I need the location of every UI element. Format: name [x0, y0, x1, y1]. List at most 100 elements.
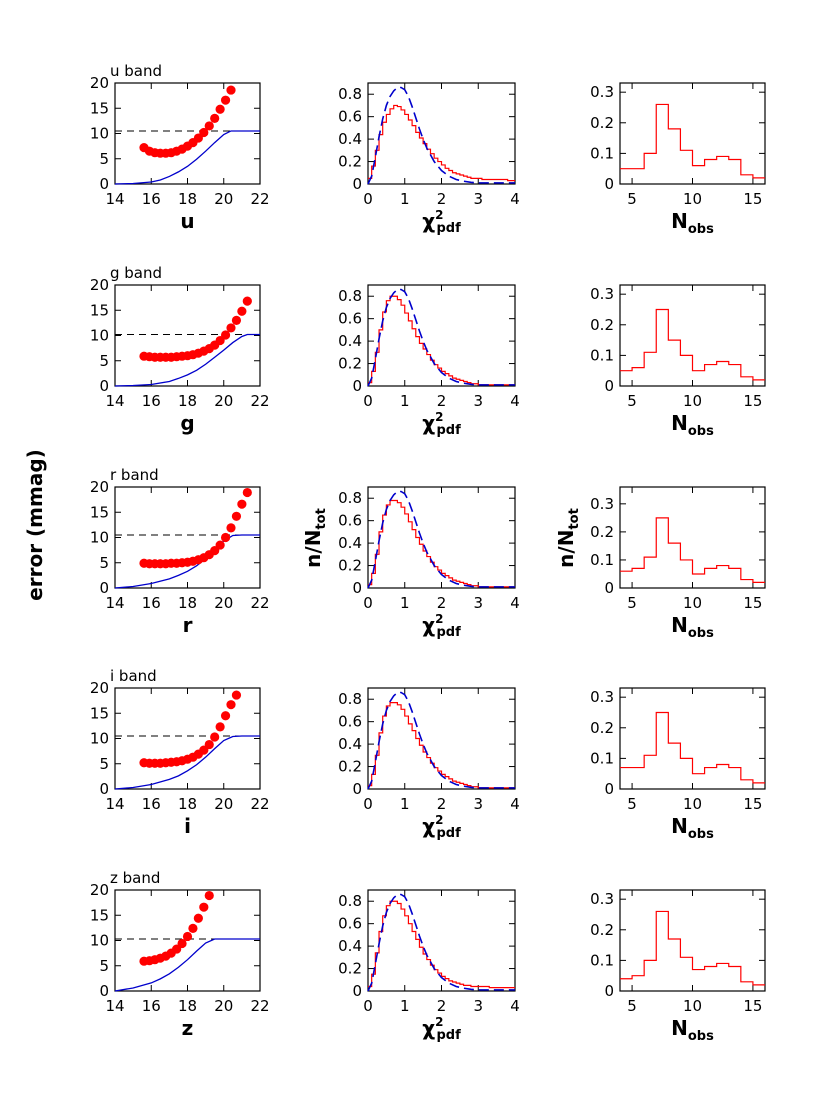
y-tick-label: 0.1 — [590, 346, 614, 364]
x-axis-label-main: u — [180, 209, 194, 233]
x-axis-label: g — [180, 411, 194, 435]
data-point — [210, 732, 220, 742]
model-dashed-curve — [367, 490, 515, 589]
panel-title: g band — [110, 264, 162, 282]
histogram-steps — [620, 517, 765, 583]
x-axis-label-sup: 2 — [435, 1015, 443, 1029]
y-tick-label: 0 — [604, 780, 614, 798]
data-point — [237, 499, 247, 509]
panel-error-g: 14 16 18 20 22 0 5 10 15 20 g g band — [90, 264, 270, 435]
histogram-steps — [368, 499, 515, 588]
y-tick-label: 0.1 — [590, 951, 614, 969]
x-tick-label: 22 — [250, 795, 269, 813]
x-tick-label: 18 — [178, 795, 197, 813]
y-tick-label: 0 — [604, 579, 614, 597]
y-tick-label: 20 — [90, 478, 109, 496]
y-tick-label: 0.8 — [338, 489, 362, 507]
x-axis-label-main: N — [671, 814, 688, 838]
y-tick-label: 15 — [90, 99, 109, 117]
x-tick-label: 4 — [510, 997, 520, 1015]
y-tick-label: 15 — [90, 301, 109, 319]
x-tick-label: 5 — [627, 190, 637, 208]
x-axis-label-sub: pdf — [436, 625, 461, 640]
x-tick-label: 3 — [473, 190, 483, 208]
y-tick-label: 0 — [99, 780, 109, 798]
y-tick-label: 0.4 — [338, 937, 362, 955]
model-dashed-curve — [367, 288, 515, 387]
y-tick-label: 0 — [99, 982, 109, 1000]
x-tick-label: 3 — [473, 795, 483, 813]
x-axis-label-main: N — [671, 209, 688, 233]
panel-nobs-z: 5 10 15 0 0.1 0.2 0.3 Nobs — [590, 889, 766, 1044]
y-tick-label: 0.1 — [590, 749, 614, 767]
data-point — [226, 700, 236, 710]
y-tick-label: 0.2 — [590, 921, 614, 939]
data-point — [231, 690, 242, 700]
y-tick-label: 0.6 — [338, 108, 362, 126]
x-tick-label: 2 — [437, 997, 447, 1015]
x-tick-label: 3 — [473, 392, 483, 410]
x-tick-label: 14 — [105, 594, 124, 612]
histogram-steps — [620, 308, 765, 381]
data-point — [210, 113, 220, 123]
panel-title: z band — [110, 869, 160, 887]
y-tick-label: 0.8 — [338, 892, 362, 910]
data-point — [220, 95, 231, 105]
y-tick-label: 0 — [604, 982, 614, 1000]
panel-title: r band — [110, 466, 159, 484]
x-tick-label: 0 — [363, 795, 373, 813]
y-tick-label: 20 — [90, 881, 109, 899]
histogram-steps — [368, 295, 515, 386]
y-tick-label: 0.1 — [590, 144, 614, 162]
model-curve — [114, 735, 260, 790]
x-axis-label-main: N — [671, 613, 688, 637]
y-tick-label: 0 — [604, 175, 614, 193]
x-tick-label: 3 — [473, 594, 483, 612]
y-tick-label: 0.8 — [338, 85, 362, 103]
model-dashed-curve — [367, 893, 515, 992]
x-tick-label: 22 — [250, 190, 269, 208]
x-tick-label: 14 — [105, 795, 124, 813]
x-axis-label-main: z — [182, 1016, 194, 1040]
data-point — [242, 296, 252, 306]
x-axis-label-sub: obs — [688, 424, 714, 439]
y-tick-label: 0.8 — [338, 287, 362, 305]
x-tick-label: 10 — [683, 190, 702, 208]
y-tick-label: 0 — [604, 377, 614, 395]
x-axis-label-main: χ — [422, 814, 435, 838]
x-axis-label-sub: pdf — [436, 221, 461, 236]
x-tick-label: 4 — [510, 594, 520, 612]
data-point — [215, 104, 225, 114]
x-tick-label: 5 — [627, 594, 637, 612]
x-tick-label: 18 — [178, 392, 197, 410]
y-tick-label: 0.2 — [338, 153, 362, 171]
histogram-steps — [368, 900, 515, 989]
data-point — [182, 931, 193, 942]
x-axis-label: u — [180, 209, 194, 233]
x-tick-label: 16 — [142, 997, 161, 1015]
x-tick-label: 4 — [510, 392, 520, 410]
x-tick-label: 0 — [363, 392, 373, 410]
x-axis-label-sub: obs — [688, 1029, 714, 1044]
x-axis-label-sup: 2 — [435, 410, 443, 424]
x-tick-label: 3 — [473, 997, 483, 1015]
x-tick-label: 10 — [683, 795, 702, 813]
data-point — [204, 121, 214, 131]
axes-frame — [114, 687, 261, 790]
axes-frame — [114, 284, 261, 387]
y-tick-label: 0.2 — [590, 316, 614, 334]
y-tick-label: 20 — [90, 276, 109, 294]
y-tick-label: 0.2 — [338, 355, 362, 373]
ylabel-right: n/Ntot — [554, 508, 582, 568]
data-point — [188, 923, 198, 933]
x-tick-label: 15 — [743, 190, 762, 208]
x-axis-label-main: χ — [422, 613, 435, 637]
panel-chi-g: 0 1 2 3 400.20.40.60.8χ2 pdf — [338, 284, 520, 438]
x-axis-label: χ2 pdf — [422, 813, 461, 841]
x-tick-label: 15 — [743, 392, 762, 410]
x-tick-label: 20 — [214, 997, 233, 1015]
y-tick-label: 10 — [90, 932, 109, 950]
x-tick-label: 5 — [627, 997, 637, 1015]
y-tick-label: 0.3 — [590, 83, 614, 101]
